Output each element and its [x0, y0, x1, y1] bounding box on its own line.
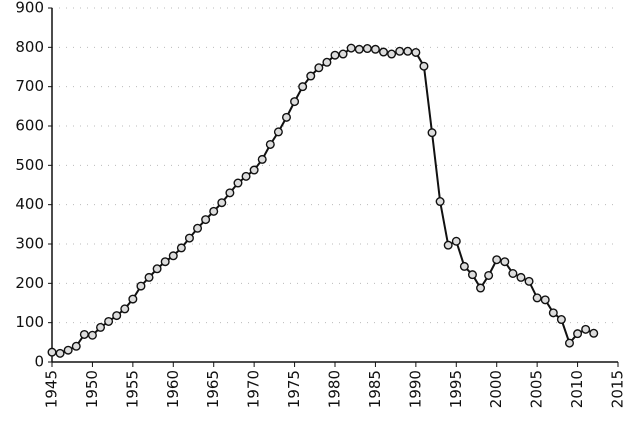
x-tick-label: 2010 [568, 370, 586, 408]
data-point [330, 50, 340, 60]
data-point [589, 328, 599, 338]
data-point [403, 46, 413, 56]
data-point [573, 329, 583, 339]
data-point [168, 251, 178, 261]
data-point [63, 345, 73, 355]
x-tick-label: 1960 [164, 370, 182, 408]
data-point [419, 61, 429, 71]
data-point [354, 44, 364, 54]
data-point [112, 311, 122, 321]
data-point [338, 49, 348, 59]
data-point [564, 338, 574, 348]
data-point [55, 348, 65, 358]
data-point [467, 270, 477, 280]
data-point [193, 223, 203, 233]
x-tick-label: 2015 [609, 370, 627, 408]
data-point [96, 322, 106, 332]
data-point [379, 47, 389, 57]
data-point [556, 315, 566, 325]
data-point [411, 47, 421, 57]
y-tick-label: 900 [15, 0, 44, 17]
data-point [104, 316, 114, 326]
data-point [87, 330, 97, 340]
data-point [427, 128, 437, 138]
x-tick-label: 2005 [528, 370, 546, 408]
x-tick-label: 1945 [43, 370, 61, 408]
data-point [128, 294, 138, 304]
data-point [476, 283, 486, 293]
y-tick-label: 400 [15, 195, 44, 213]
x-tick-label: 1975 [285, 370, 303, 408]
data-point [435, 197, 445, 207]
data-point [176, 243, 186, 253]
data-point [387, 49, 397, 59]
y-tick-label: 100 [15, 313, 44, 331]
y-tick-label: 600 [15, 117, 44, 135]
data-point [47, 347, 57, 357]
x-tick-label: 1970 [245, 370, 263, 408]
x-tick-label: 1950 [83, 370, 101, 408]
data-point [451, 236, 461, 246]
data-point [233, 178, 243, 188]
x-tick-label: 1980 [326, 370, 344, 408]
y-tick-label: 0 [34, 353, 44, 371]
y-tick-label: 300 [15, 235, 44, 253]
y-tick-label: 700 [15, 77, 44, 95]
data-point [265, 139, 275, 149]
data-point [249, 165, 259, 175]
data-line [51, 47, 595, 355]
y-tick-label: 500 [15, 156, 44, 174]
y-tick-label: 800 [15, 38, 44, 56]
data-point [346, 43, 356, 53]
data-point [217, 198, 227, 208]
data-point [209, 206, 219, 216]
x-tick-label: 1990 [406, 370, 424, 408]
data-point [241, 171, 251, 181]
data-point [298, 82, 308, 92]
data-point [581, 324, 591, 334]
data-point [152, 264, 162, 274]
data-point [71, 341, 81, 351]
y-tick-label: 200 [15, 274, 44, 292]
data-point [273, 127, 283, 137]
data-point [508, 269, 518, 279]
data-point [524, 276, 534, 286]
data-point [290, 97, 300, 107]
data-point [136, 281, 146, 291]
data-point [184, 233, 194, 243]
data-point [306, 71, 316, 81]
data-point [144, 272, 154, 282]
x-tick-label: 1995 [447, 370, 465, 408]
data-point [160, 257, 170, 267]
data-point [484, 270, 494, 280]
data-point [459, 261, 469, 271]
data-point [201, 215, 211, 225]
data-point [548, 308, 558, 318]
data-point [500, 257, 510, 267]
data-point [443, 240, 453, 250]
data-point [395, 46, 405, 56]
data-point [281, 112, 291, 122]
data-point [322, 57, 332, 67]
x-tick-label: 1955 [123, 370, 141, 408]
x-tick-label: 1965 [204, 370, 222, 408]
data-point [225, 188, 235, 198]
data-point [257, 154, 267, 164]
data-point [516, 272, 526, 282]
data-point [314, 63, 324, 73]
data-point [79, 329, 89, 339]
x-tick-label: 1985 [366, 370, 384, 408]
data-point [540, 295, 550, 305]
x-tick-label: 2000 [487, 370, 505, 408]
data-point [120, 304, 130, 314]
data-point [370, 44, 380, 54]
data-point [492, 255, 502, 265]
data-point [532, 293, 542, 303]
data-point [362, 44, 372, 54]
